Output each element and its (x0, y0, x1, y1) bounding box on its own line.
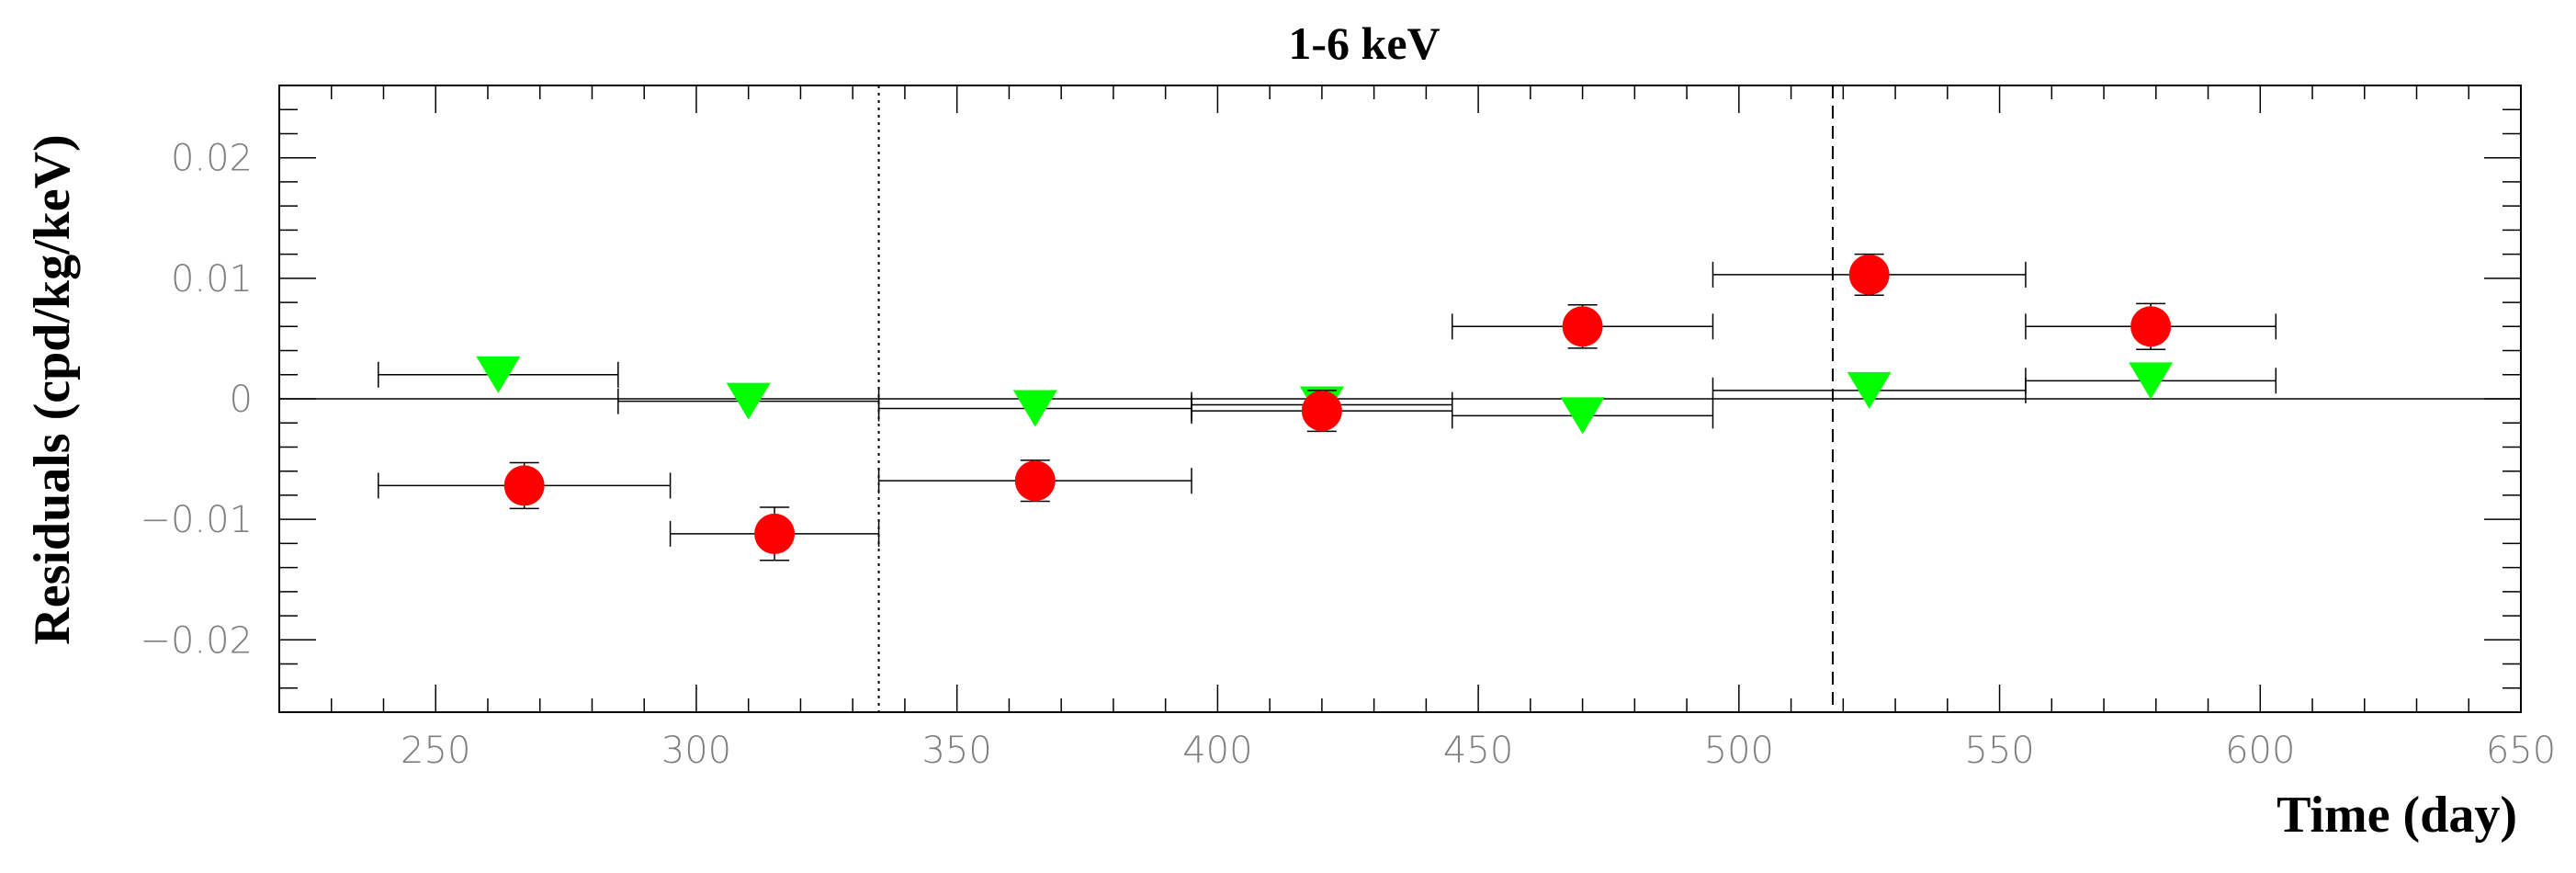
y-tick-label: 0 (230, 379, 253, 421)
circle-marker (1562, 306, 1603, 347)
x-tick-label: 250 (401, 730, 470, 772)
circle-marker (1848, 254, 1890, 295)
y-tick-label: 0.01 (171, 258, 253, 300)
reference-lines (279, 85, 2521, 712)
circle-marker (1014, 460, 1056, 502)
x-tick-label: 300 (661, 730, 731, 772)
triangle-marker (2129, 362, 2174, 400)
green-triangle-point (617, 382, 880, 420)
triangle-marker (1560, 397, 1605, 435)
x-tick-label: 350 (921, 730, 991, 772)
y-tick-label: 0.02 (171, 138, 253, 180)
circle-marker (2130, 306, 2172, 347)
x-tick-label: 450 (1443, 730, 1513, 772)
red-circle-point (1191, 390, 1453, 433)
red-circle-point (1712, 253, 2027, 296)
green-triangle-point (1451, 397, 1714, 435)
red-circle-point (669, 506, 880, 561)
triangle-marker (1012, 390, 1057, 427)
red-circle-point (877, 459, 1192, 503)
y-tick-label: −0.01 (140, 499, 253, 541)
circle-marker (503, 465, 545, 506)
x-axis-label: Time (day) (2277, 787, 2517, 844)
chart-title: 1-6 keV (1288, 17, 1440, 69)
red-circle-point (1451, 303, 1714, 349)
red-circle-point (378, 461, 672, 510)
x-axis: 250 300 350 400 450 500 550 600 650 (330, 85, 2556, 772)
green-triangle-point (2025, 362, 2277, 400)
circle-marker (754, 513, 796, 554)
y-tick-label: −0.02 (140, 619, 253, 662)
circle-marker (1301, 391, 1342, 432)
x-tick-label: 400 (1182, 730, 1252, 772)
green-triangle-point (1712, 371, 2027, 409)
green-triangle-point (378, 356, 619, 393)
triangle-marker (1847, 371, 1892, 409)
red-circle-point (2025, 302, 2277, 350)
x-tick-label: 600 (2225, 730, 2295, 772)
triangle-marker (476, 356, 521, 393)
x-tick-label: 500 (1704, 730, 1774, 772)
data-series (378, 253, 2277, 561)
triangle-marker (726, 382, 771, 420)
green-triangle-point (877, 390, 1192, 427)
x-tick-label: 550 (1964, 730, 2034, 772)
y-axis: −0.02 −0.01 0 0.01 0.02 (140, 108, 2521, 689)
y-axis-label: Residuals (cpd/kg/keV) (24, 134, 81, 644)
x-tick-label: 650 (2486, 730, 2556, 772)
